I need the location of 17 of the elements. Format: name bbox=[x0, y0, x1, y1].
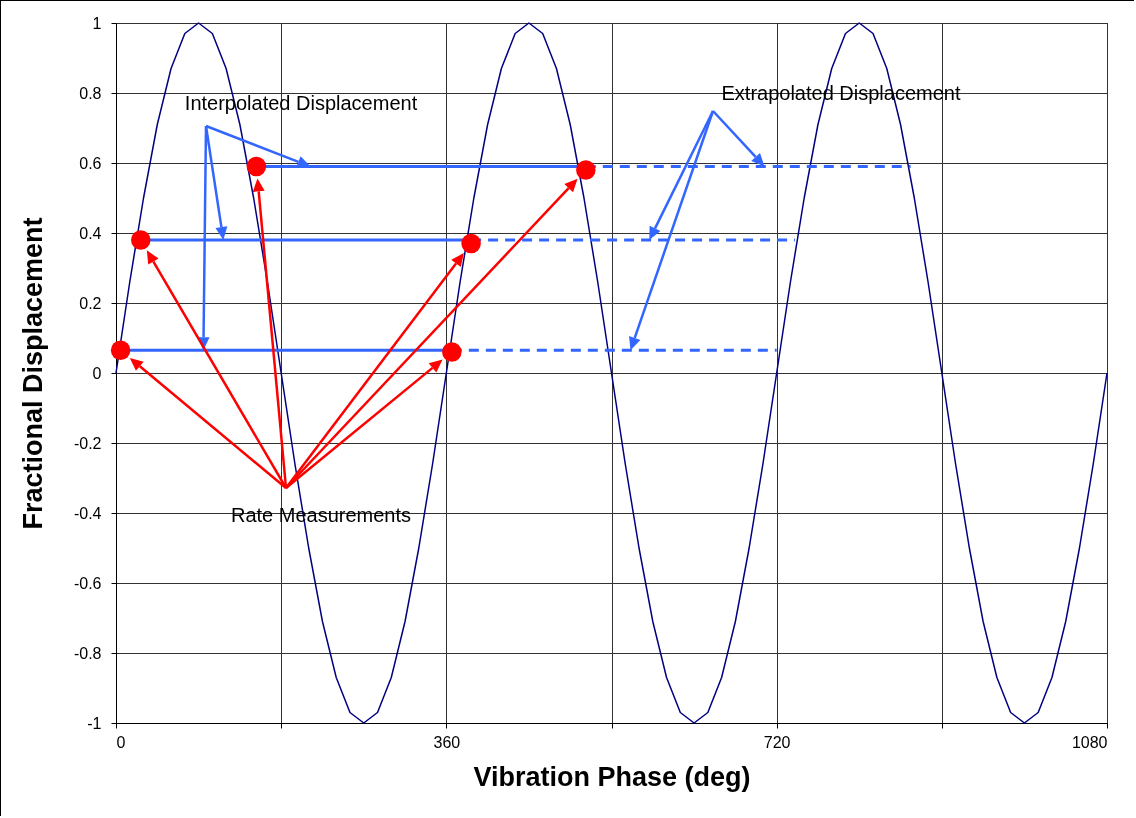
y-axis-title: Fractional Displacement bbox=[17, 217, 48, 530]
y-tick-label: 0.4 bbox=[79, 224, 102, 242]
x-tick-label: 360 bbox=[433, 733, 461, 751]
y-tick-label: -0.8 bbox=[73, 644, 102, 662]
y-tick-label: 0.6 bbox=[79, 154, 102, 172]
y-tick-label: -0.6 bbox=[73, 574, 102, 592]
y-tick-label: -1 bbox=[87, 714, 102, 732]
y-tick-label: 0.8 bbox=[79, 84, 102, 102]
y-tick-label: 0 bbox=[92, 364, 102, 382]
y-tick-label: 0.2 bbox=[79, 294, 102, 312]
y-tick-label: -0.4 bbox=[73, 504, 102, 522]
y-tick-label: 1 bbox=[92, 14, 102, 32]
x-tick-label: 720 bbox=[763, 733, 791, 751]
y-tick-label: -0.2 bbox=[73, 434, 102, 452]
x-axis-title: Vibration Phase (deg) bbox=[473, 761, 751, 792]
x-tick-label: 0 bbox=[116, 733, 126, 751]
x-tick-label: 1080 bbox=[1071, 733, 1108, 751]
